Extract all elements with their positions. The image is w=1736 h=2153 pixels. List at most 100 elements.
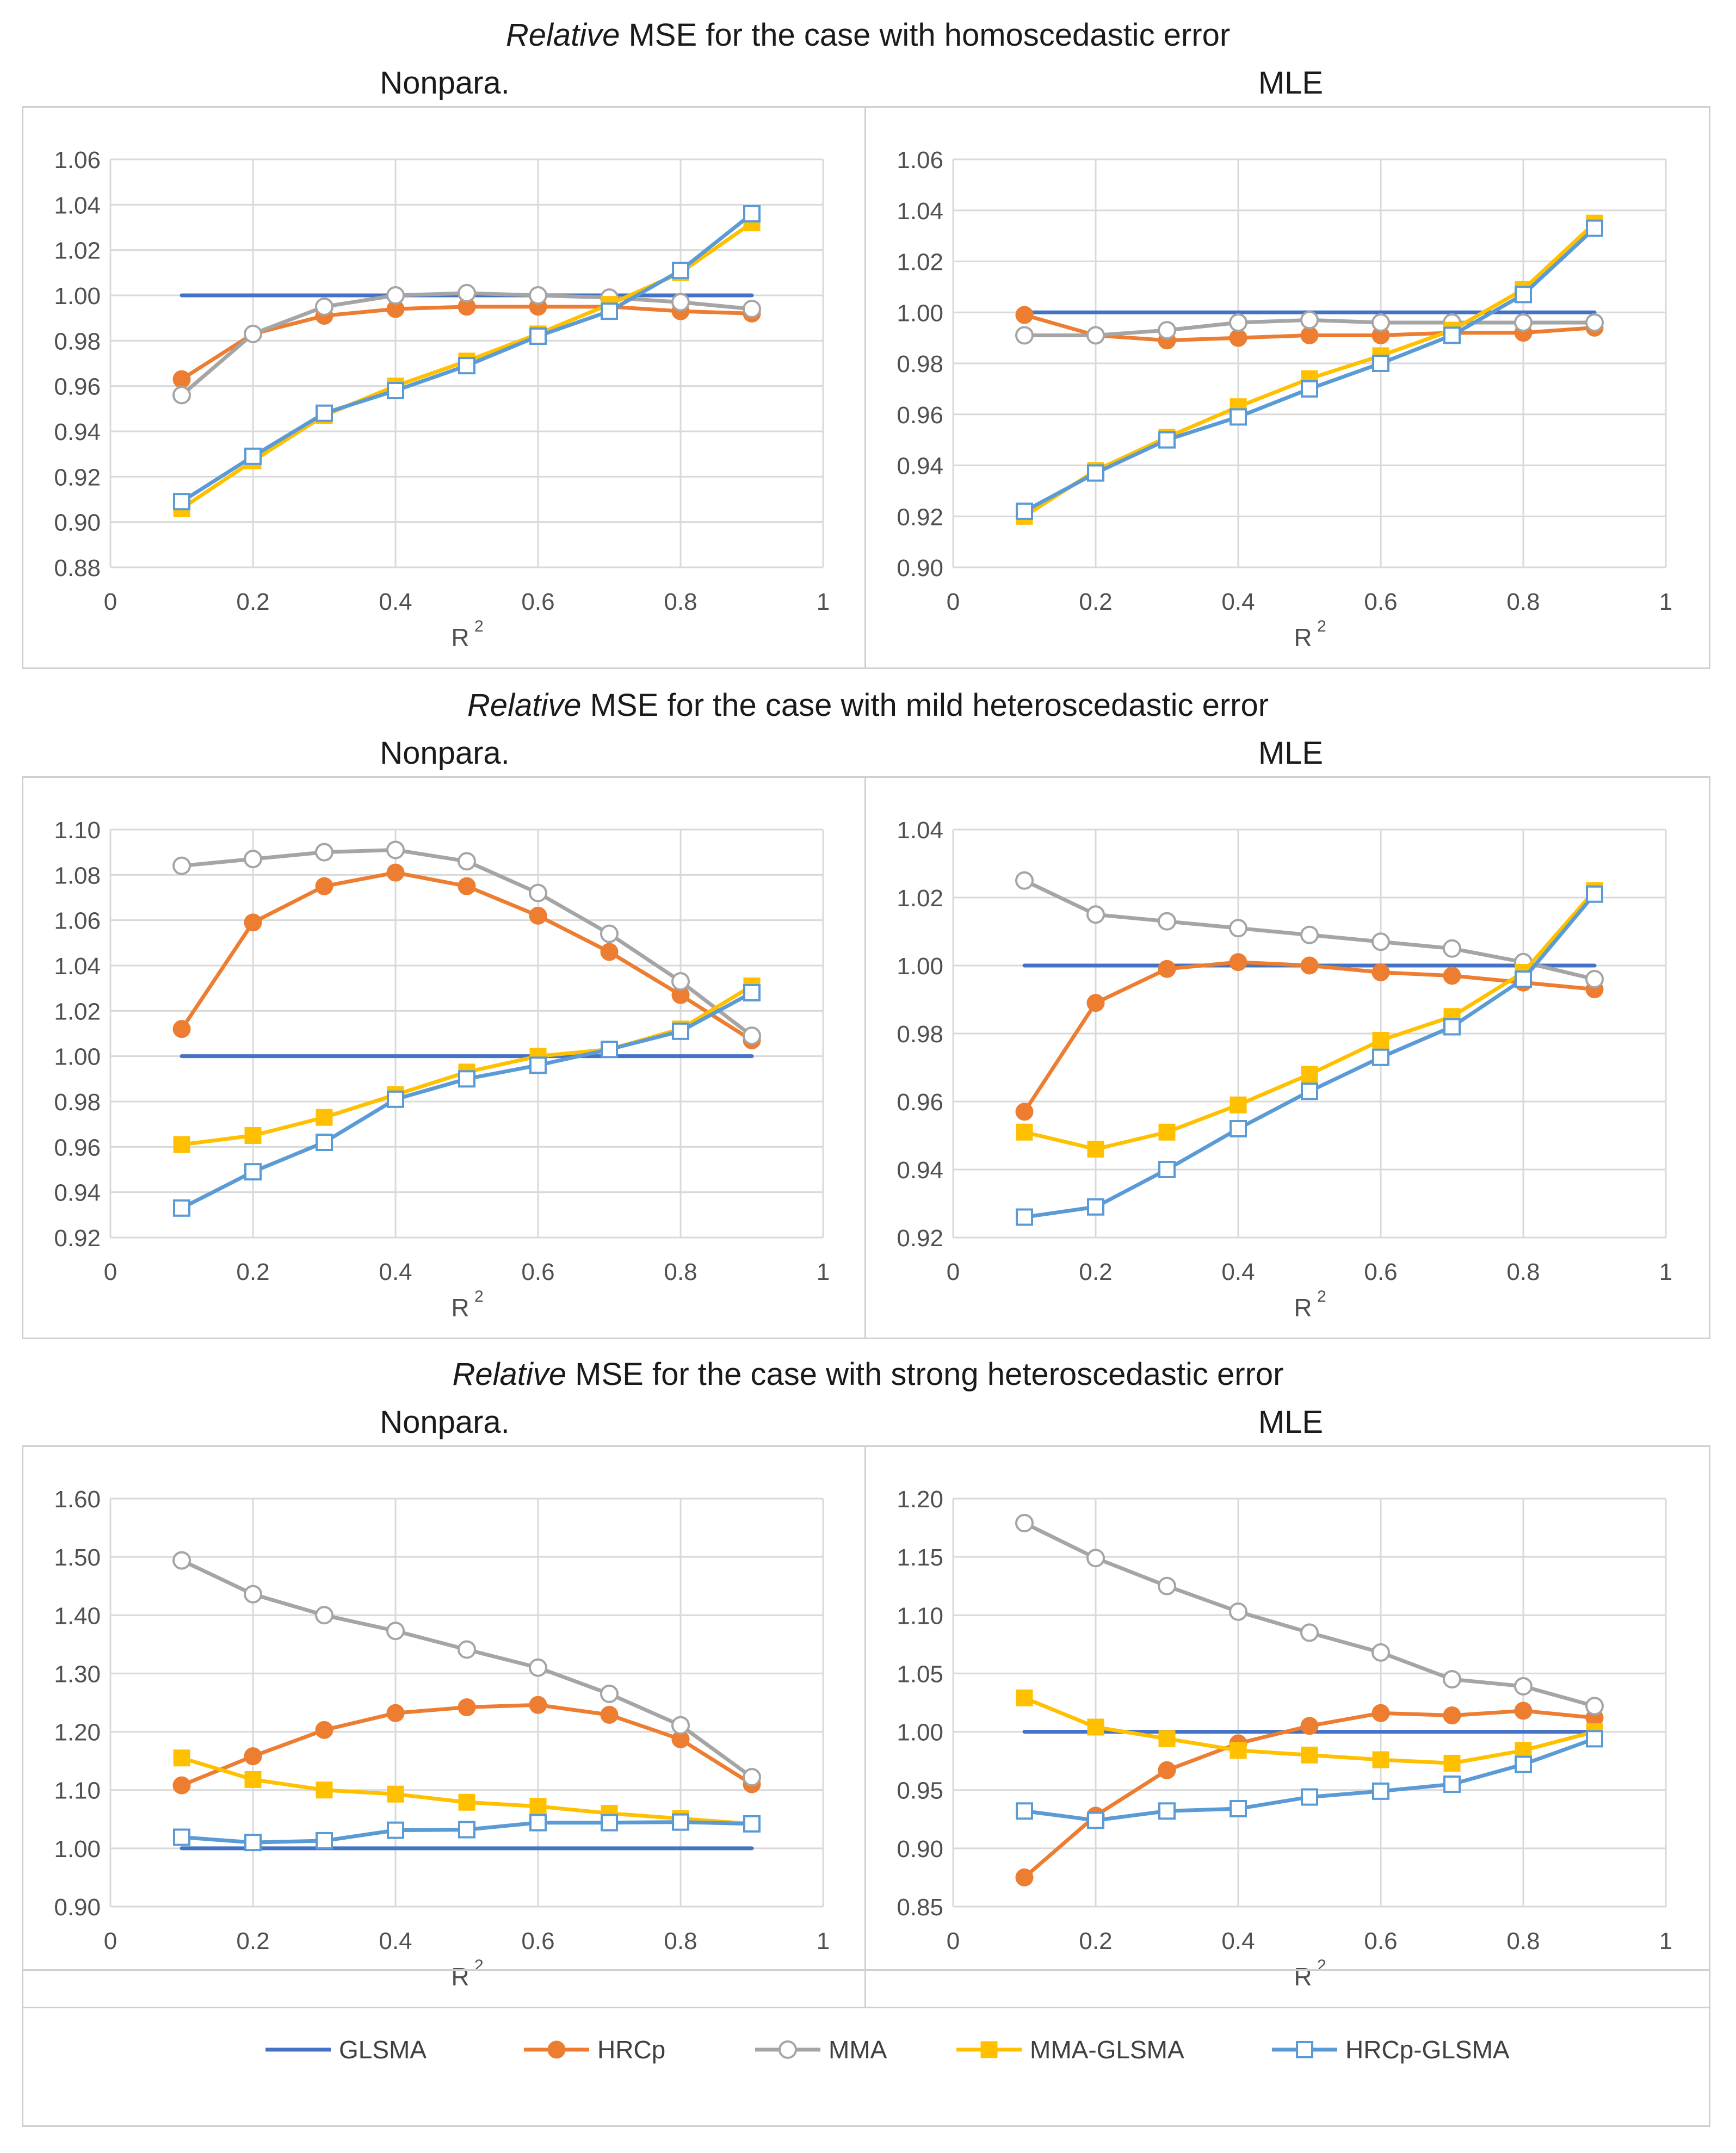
x-axis-label: R — [1294, 1963, 1312, 1991]
data-point-mma — [529, 1658, 547, 1677]
data-point-hrcp-glsma — [1087, 464, 1104, 482]
x-axis-label: R — [451, 623, 469, 652]
section-title-homoscedastic: Relative MSE for the case with homosceda… — [0, 16, 1736, 54]
data-point-hrcp-glsma — [743, 984, 761, 1001]
x-tick-label: 0.8 — [664, 1259, 697, 1285]
y-tick-label: 1.06 — [54, 147, 101, 174]
data-point-mma — [743, 300, 761, 318]
legend-marker — [1296, 2041, 1313, 2058]
y-tick-label: 1.06 — [897, 147, 943, 174]
data-point-mma-glsma — [1087, 1718, 1104, 1736]
data-point-mma — [1371, 932, 1390, 951]
x-tick-label: 0 — [947, 589, 960, 615]
x-tick-label: 0 — [104, 1928, 117, 1954]
series-mma — [172, 840, 761, 1045]
data-point-mma-glsma — [1230, 1096, 1247, 1113]
data-point-hrcp — [1443, 967, 1461, 985]
data-point-mma-glsma — [1372, 1751, 1389, 1768]
y-tick-label: 0.92 — [54, 1225, 101, 1252]
y-tick-label: 1.20 — [54, 1719, 101, 1746]
series-line-mma-glsma — [180, 1756, 754, 1826]
data-point-hrcp-glsma — [743, 1815, 761, 1833]
x-tick-label: 1 — [817, 1928, 830, 1954]
legend-item-hrcp-glsma: HRCp-GLSMA — [1269, 2031, 1510, 2069]
data-point-hrcp — [244, 913, 262, 932]
x-axis-label: R — [1294, 623, 1312, 652]
x-tick-label: 0.8 — [1506, 589, 1540, 615]
series-mma — [1015, 311, 1604, 345]
x-tick-label: 0.2 — [1079, 1259, 1112, 1285]
data-point-mma — [386, 840, 405, 859]
data-point-mma — [1158, 321, 1176, 340]
y-tick-label: 1.00 — [54, 283, 101, 310]
data-point-hrcp-glsma — [672, 262, 689, 280]
y-tick-label: 0.90 — [54, 510, 101, 536]
data-point-hrcp-glsma — [1158, 1802, 1176, 1820]
data-point-mma-glsma — [173, 1136, 190, 1153]
data-point-hrcp-glsma — [1372, 1782, 1389, 1800]
x-tick-label: 0.4 — [1221, 1259, 1255, 1285]
series-hrcp-glsma — [1016, 885, 1603, 1226]
y-tick-label: 0.90 — [897, 1836, 943, 1863]
data-point-mma — [172, 856, 191, 875]
x-axis-label-superscript: 2 — [1317, 1288, 1326, 1306]
legend-item-hrcp: HRCp — [521, 2031, 665, 2069]
data-point-hrcp — [315, 877, 333, 895]
data-point-mma-glsma — [173, 1749, 190, 1767]
data-point-hrcp — [172, 370, 191, 388]
data-point-mma — [1585, 970, 1604, 988]
x-tick-label: 0.8 — [664, 1928, 697, 1954]
data-point-mma-glsma — [458, 1793, 475, 1811]
x-tick-label: 0 — [104, 589, 117, 615]
y-tick-label: 1.10 — [897, 1603, 943, 1629]
y-tick-label: 1.00 — [897, 1719, 943, 1746]
x-tick-label: 0 — [947, 1928, 960, 1954]
x-tick-label: 0.2 — [236, 1259, 269, 1285]
data-point-mma — [1443, 1670, 1461, 1689]
data-point-hrcp-glsma — [1586, 1730, 1603, 1748]
x-tick-label: 0.6 — [521, 1928, 554, 1954]
series-hrcp-glsma — [173, 984, 761, 1217]
y-tick-label: 1.02 — [897, 885, 943, 912]
data-point-mma-glsma — [1158, 1730, 1176, 1747]
data-point-hrcp-glsma — [1443, 326, 1461, 344]
x-tick-label: 0.4 — [379, 589, 412, 615]
y-tick-label: 0.96 — [897, 1089, 943, 1116]
data-point-hrcp-glsma — [672, 1813, 689, 1831]
x-tick-label: 1 — [1659, 589, 1672, 615]
legend-symbol — [265, 2047, 331, 2052]
data-point-mma — [1585, 313, 1604, 332]
data-point-mma-glsma — [1230, 1742, 1247, 1759]
data-point-mma — [743, 1026, 761, 1045]
data-point-mma — [1443, 939, 1461, 958]
data-point-hrcp-glsma — [1301, 1788, 1318, 1806]
data-point-hrcp — [315, 1721, 333, 1739]
legend-label: MMA-GLSMA — [1030, 2036, 1184, 2064]
data-point-mma — [1371, 1643, 1390, 1662]
x-tick-label: 0.8 — [1506, 1928, 1540, 1954]
line-chart: 0.92 0.94 0.96 0.98 1.00 1.02 1.04 1.06 1.08 1.10… — [54, 817, 830, 1322]
panel-label: Nonpara. — [380, 735, 510, 771]
legend-marker — [779, 2040, 797, 2059]
y-tick-label: 0.96 — [897, 402, 943, 429]
y-tick-label: 0.98 — [54, 328, 101, 355]
data-point-hrcp-glsma — [1515, 970, 1532, 988]
y-tick-label: 1.02 — [897, 249, 943, 276]
data-point-mma — [172, 386, 191, 405]
data-point-mma — [458, 852, 476, 871]
y-tick-label: 1.20 — [897, 1486, 943, 1513]
data-point-mma-glsma — [316, 1781, 333, 1799]
x-tick-label: 0.2 — [236, 1928, 269, 1954]
data-point-mma-glsma — [529, 1798, 547, 1815]
data-point-mma — [244, 324, 262, 343]
chart-panel-mild-mle: 0.92 0.94 0.96 0.98 1.00 1.02 1.04 0 0.2 0.4 0.6 0.… — [864, 776, 1710, 1339]
y-tick-label: 1.00 — [897, 953, 943, 980]
y-tick-label: 1.04 — [54, 953, 101, 980]
data-point-hrcp-glsma — [1515, 286, 1532, 304]
panel-label: MLE — [1258, 65, 1324, 101]
data-point-hrcp-glsma — [529, 327, 547, 345]
x-tick-label: 0.8 — [664, 589, 697, 615]
y-tick-label: 1.10 — [54, 1778, 101, 1804]
data-point-hrcp-glsma — [458, 1821, 475, 1839]
series-hrcp-glsma — [1016, 1730, 1603, 1829]
